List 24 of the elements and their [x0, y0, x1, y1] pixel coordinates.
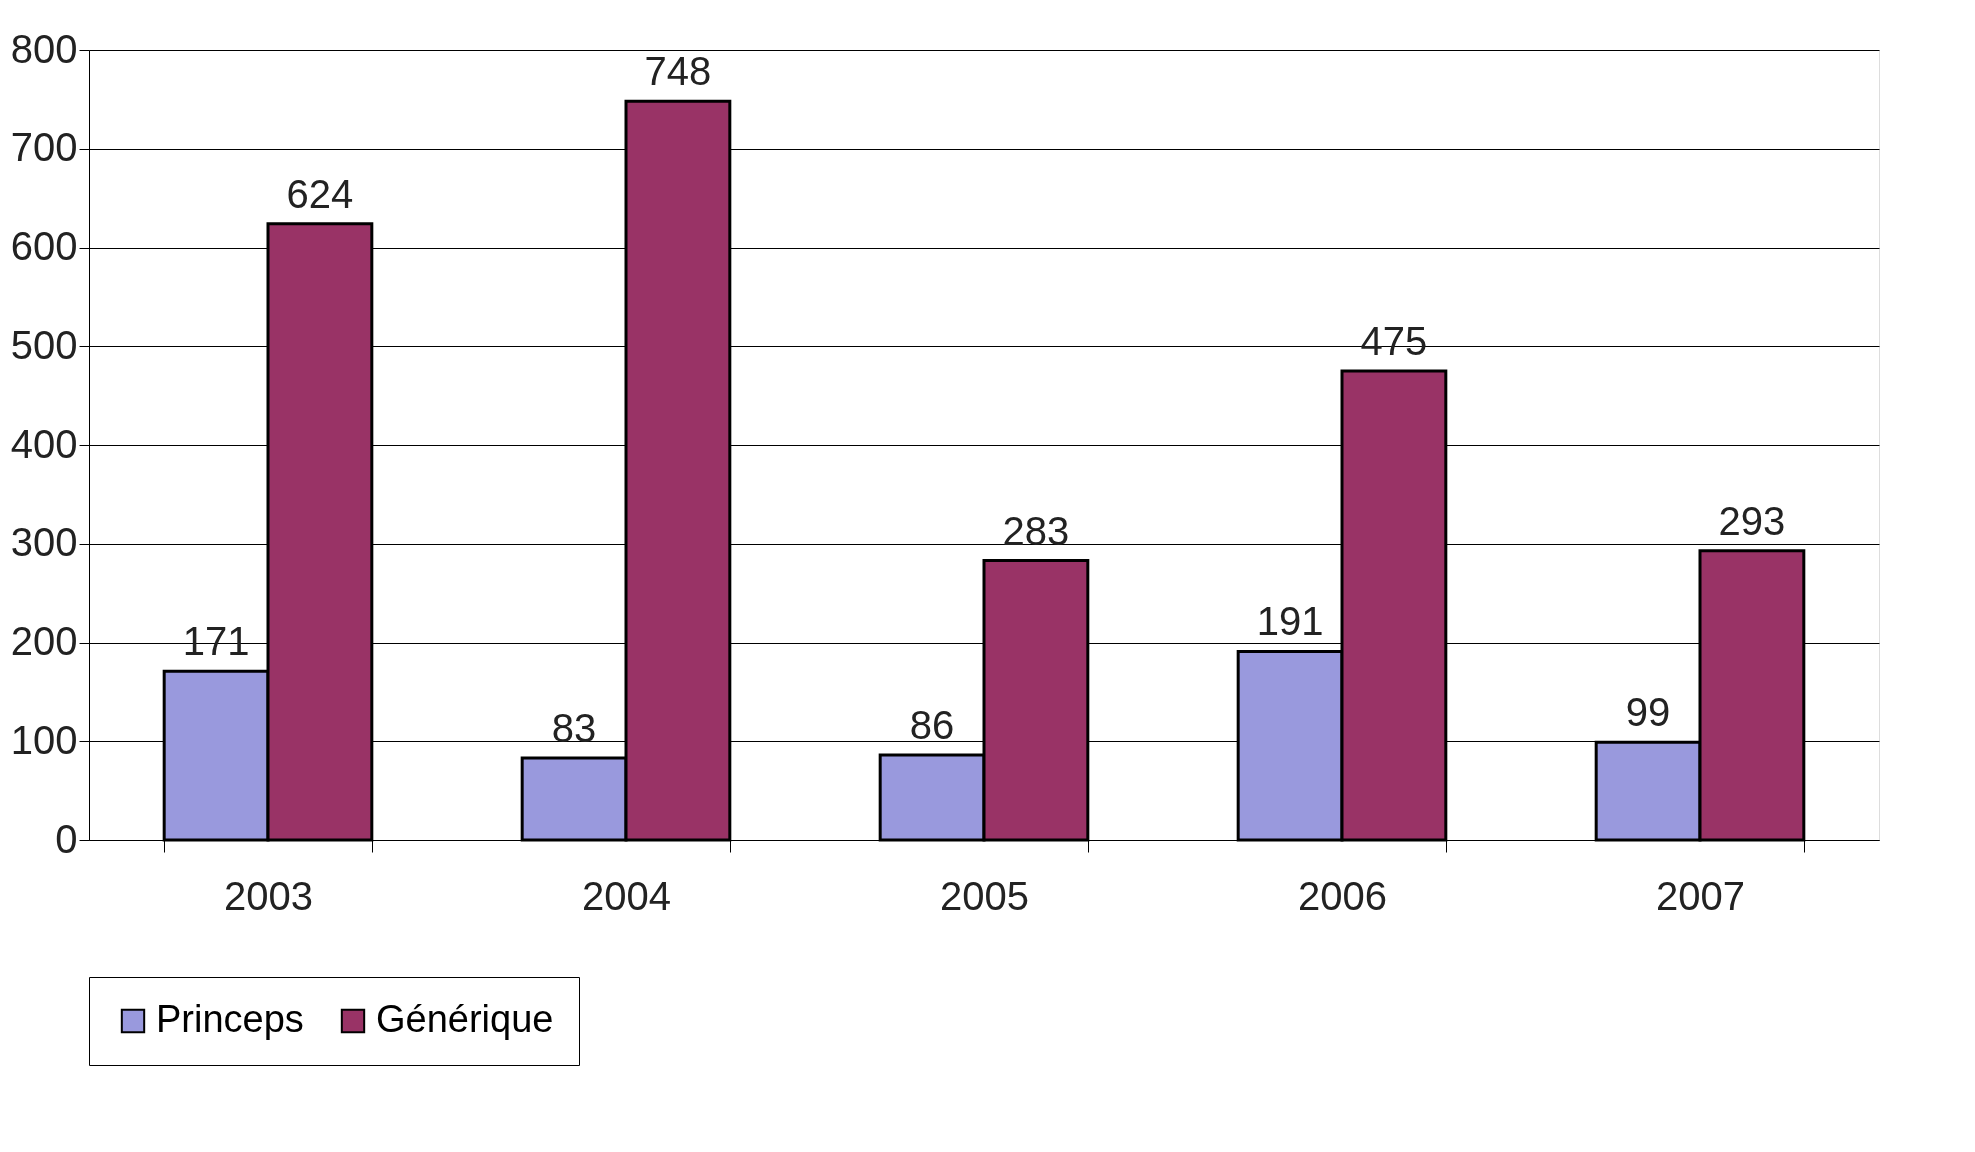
data-label: 83 — [551, 706, 597, 751]
y-tick-label: 0 — [55, 816, 78, 861]
y-tick-label: 300 — [10, 520, 78, 565]
data-label: 283 — [1002, 508, 1070, 553]
y-tick-label: 800 — [10, 26, 78, 71]
data-label: 99 — [1625, 690, 1671, 735]
x-tick-label: 2005 — [940, 873, 1029, 918]
data-label: 748 — [644, 49, 712, 94]
y-tick-label: 200 — [10, 619, 78, 663]
y-tick-label: 400 — [10, 421, 78, 466]
y-tick-label: 700 — [10, 125, 78, 170]
legend-label: Générique — [376, 998, 554, 1040]
data-label: 86 — [909, 703, 955, 748]
x-tick-label: 2006 — [1298, 873, 1387, 918]
x-tick-label: 2004 — [582, 873, 671, 918]
legend-label: Princeps — [156, 998, 304, 1040]
data-label: 191 — [1256, 599, 1324, 644]
y-tick-label: 600 — [10, 224, 78, 268]
y-tick-label: 100 — [10, 717, 78, 762]
y-tick-label: 500 — [10, 322, 78, 367]
data-label: 293 — [1718, 498, 1786, 543]
x-tick-label: 2003 — [224, 873, 313, 918]
data-label: 624 — [286, 171, 354, 216]
x-tick-label: 2007 — [1656, 873, 1745, 918]
